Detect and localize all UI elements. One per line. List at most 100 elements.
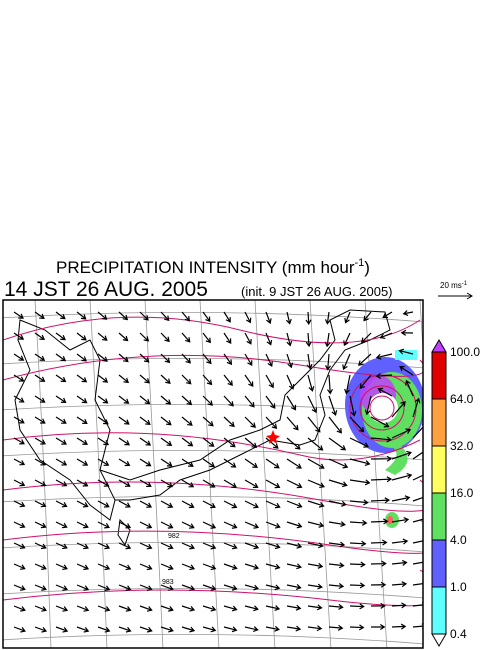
wind-arrow [139, 521, 153, 529]
wind-arrow [118, 500, 131, 508]
isobars [3, 316, 423, 607]
wind-arrow [13, 542, 26, 550]
wind-arrow [13, 563, 26, 570]
wind-arrow [55, 332, 66, 341]
wind-arrow [118, 416, 130, 425]
wind-arrow [160, 605, 174, 612]
wind-arrow [34, 416, 46, 424]
wind-arrow [55, 521, 68, 529]
wind-arrow [76, 626, 90, 633]
grid-line [89, 300, 108, 648]
wind-arrow [349, 603, 365, 610]
wind-arrow [349, 395, 357, 417]
wind-arrow [13, 458, 26, 466]
wind-arrow [286, 437, 301, 450]
wind-arrow [55, 479, 68, 487]
wind-arrow [118, 542, 132, 550]
wind-arrow [97, 521, 110, 529]
wind-arrow [34, 395, 46, 403]
wind-arrow [34, 311, 45, 320]
wind-arrow [160, 311, 170, 322]
wind-arrow [160, 626, 174, 633]
wind-arrow [382, 311, 393, 319]
wind-arrow [307, 500, 325, 508]
wind-arrow [342, 353, 351, 371]
wind-arrow [55, 458, 68, 466]
wind-arrow [391, 581, 408, 588]
wind-arrow [307, 416, 321, 433]
wind-arrow [244, 563, 260, 570]
wind-arrow [391, 602, 407, 609]
wind-arrow [160, 332, 170, 343]
wind-arrow [357, 353, 372, 366]
wind-arrow [370, 602, 386, 609]
colorbar-label: 4.0 [450, 533, 467, 547]
wind-arrow [400, 329, 414, 336]
wind-arrow [286, 458, 302, 469]
wind-arrow [265, 353, 273, 368]
wind-arrow [307, 458, 325, 469]
wind-arrow [202, 479, 216, 488]
wind-arrow [244, 374, 254, 387]
wind-arrow [223, 437, 236, 448]
wind-arrow [377, 387, 393, 397]
wind-arrow [307, 562, 324, 569]
wind-arrow [202, 395, 214, 406]
wind-arrow [375, 372, 393, 379]
wind-arrow [328, 500, 347, 507]
wind-arrow [370, 539, 388, 546]
wind-arrow [202, 332, 211, 344]
wind-arrow [13, 500, 26, 508]
wind-arrow [399, 365, 414, 376]
grid-line [34, 300, 52, 648]
wind-arrow [181, 374, 192, 385]
wind-arrow [34, 563, 47, 570]
wind-arrow [76, 374, 88, 383]
wind-arrow [328, 541, 346, 548]
wind-arrow [286, 395, 297, 411]
wind-arrow [223, 584, 238, 591]
wind-arrow [202, 542, 217, 550]
wind-arrow [265, 625, 280, 632]
grid-line [364, 300, 388, 648]
wind-arrow [223, 479, 237, 488]
wind-arrow [286, 521, 303, 529]
wind-arrow [306, 353, 313, 370]
wind-arrow [76, 395, 88, 404]
wind-arrow [412, 580, 423, 587]
wind-arrow [76, 500, 89, 508]
wind-arrow [181, 416, 193, 426]
wind-arrow [55, 626, 69, 633]
wind-arrow [34, 626, 48, 633]
wind-arrow [244, 521, 260, 529]
wind-arrow [202, 458, 216, 468]
wind-arrow [34, 542, 47, 550]
wind-arrow [139, 584, 153, 591]
wind-arrow [139, 458, 152, 467]
wind-arrow [55, 437, 67, 445]
wind-arrow [139, 353, 150, 363]
wind-arrow [97, 416, 109, 425]
wind-arrow [391, 538, 409, 545]
wind-arrow [13, 584, 26, 591]
wind-arrow [349, 582, 366, 589]
wind-arrow [412, 538, 423, 544]
wind-arrow [181, 521, 195, 529]
wind-arrow [412, 623, 423, 630]
wind-arrow [244, 626, 259, 633]
wind-arrow [181, 311, 191, 322]
wind-arrow [305, 311, 312, 325]
wind-arrow [139, 416, 151, 426]
wind-arrow [97, 563, 111, 571]
wind-arrow [76, 605, 90, 612]
wind-arrow [97, 605, 111, 612]
grid-line [3, 311, 423, 323]
wind-arrow [326, 374, 334, 395]
wind-arrow [181, 479, 195, 488]
colorbar-bin [431, 492, 447, 541]
wind-arrow [160, 584, 174, 591]
wind-arrow [286, 500, 303, 509]
wind-arrow [97, 479, 110, 487]
wind-arrow [265, 416, 278, 430]
colorbar-bin [431, 351, 447, 400]
